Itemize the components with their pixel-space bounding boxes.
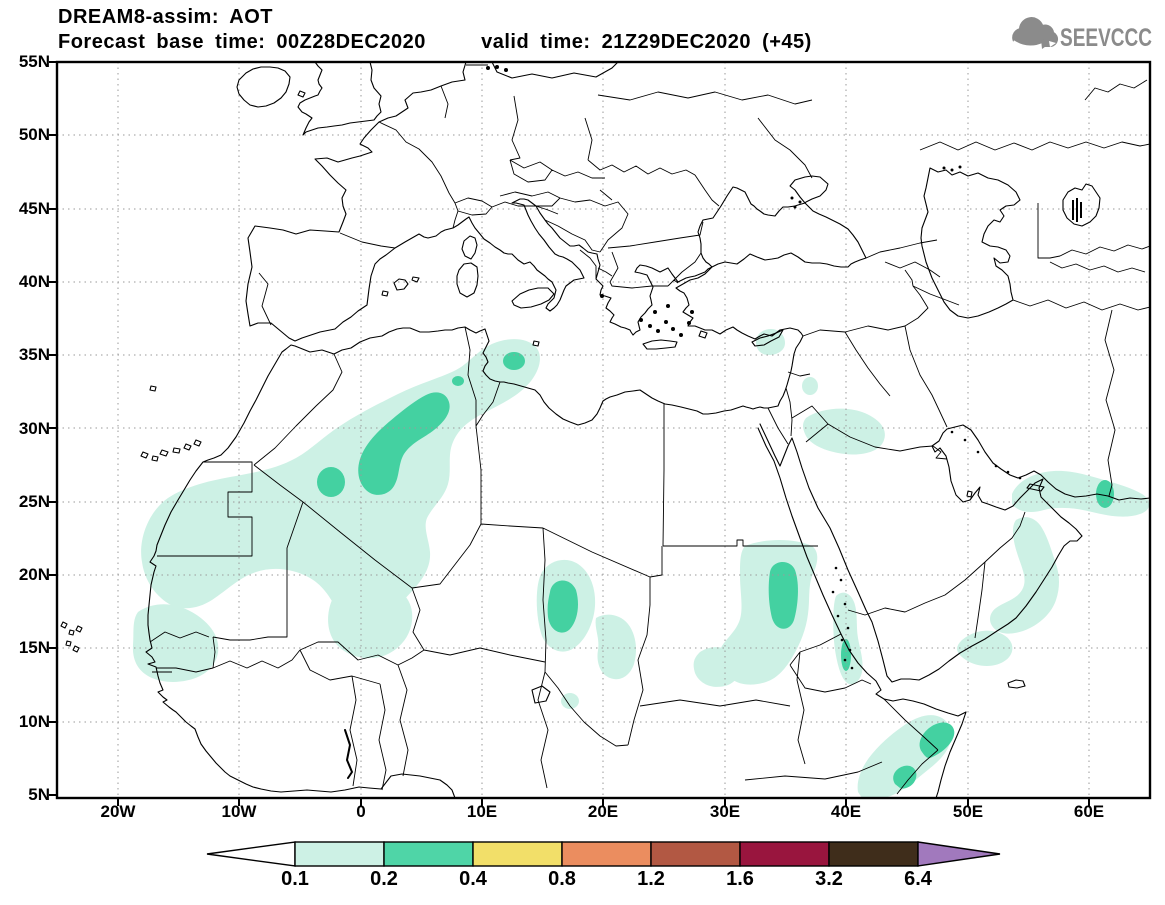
lat-label-45n: 45N [18,199,50,218]
colorbar-label-6-4: 6.4 [904,868,932,890]
coast-baltic [491,62,619,79]
coast-mainland-europe-africa [145,62,804,798]
chart-title: DREAM8-assim: AOT [58,6,274,28]
coast-great-britain [297,62,382,136]
island-corsica [461,235,478,260]
island-sicily [511,287,555,309]
coast-black-sea [697,186,867,268]
lat-label-20n: 20N [18,565,50,584]
graticule [57,62,1150,798]
coast-aral-sea [1062,183,1101,227]
lat-label-5n: 5N [28,785,50,804]
logo-text: SEEVCCC [1060,24,1152,52]
lat-label-50n: 50N [18,125,50,144]
colorbar-right-arrow [917,841,1001,867]
lon-label-10e: 10E [466,802,498,821]
lon-label-10w: 10W [221,802,257,821]
lat-label-35n: 35N [18,345,50,364]
colorbar-label-3-2: 3.2 [815,868,843,890]
lat-label-10n: 10N [18,712,50,731]
country-borders [149,64,1150,795]
coast-caspian-sea [920,167,1021,319]
chart-subtitle: Forecast base time: 00Z28DEC2020 valid t… [58,31,812,53]
colorbar-label-1-2: 1.2 [637,868,665,890]
aot-light-regions [132,329,1150,798]
island-socotra [1007,679,1026,689]
aot-core-regions [317,352,1114,789]
colorbar-label-1-6: 1.6 [726,868,754,890]
lat-label-15n: 15N [18,638,50,657]
coast-sinai-arabia-gulf [759,423,1150,683]
island-sardinia [456,262,479,298]
lat-label-55n: 55N [18,52,50,71]
axis-frame [49,60,1152,806]
island-crete [642,339,678,350]
lat-label-40n: 40N [18,272,50,291]
lon-label-40e: 40E [830,802,862,821]
island-cyprus [751,329,784,347]
coast-ireland [236,66,291,108]
seevccc-logo: SEEVCCC [1007,16,1157,56]
lon-label-20w: 20W [100,802,136,821]
lat-ticks [49,61,57,796]
lake-chad [531,685,551,704]
lat-label-30n: 30N [18,419,50,438]
lon-ticks [117,798,1090,806]
lon-label-50e: 50E [952,802,984,821]
lon-label-60e: 60E [1073,802,1105,821]
small-islands [60,90,973,653]
colorbar-left-arrow [206,841,296,867]
lon-label-30e: 30E [709,802,741,821]
lon-label-20e: 20E [587,802,619,821]
coast-red-sea-africa-somalia [757,427,967,798]
map-specks [486,65,1082,670]
lat-label-25n: 25N [18,492,50,511]
island-mallorca [393,278,409,291]
colorbar [206,841,1001,867]
coast-azov-sea [789,175,829,204]
coastlines [60,62,1150,798]
colorbar-label-0-1: 0.1 [281,868,309,890]
colorbar-label-0-2: 0.2 [370,868,398,890]
cloud-icon [1011,17,1059,50]
lake-volta [344,729,353,779]
colorbar-label-0-4: 0.4 [459,868,487,890]
colorbar-label-0-8: 0.8 [548,868,576,890]
island-qeshm [1026,483,1045,492]
lon-label-0: 0 [356,802,366,821]
